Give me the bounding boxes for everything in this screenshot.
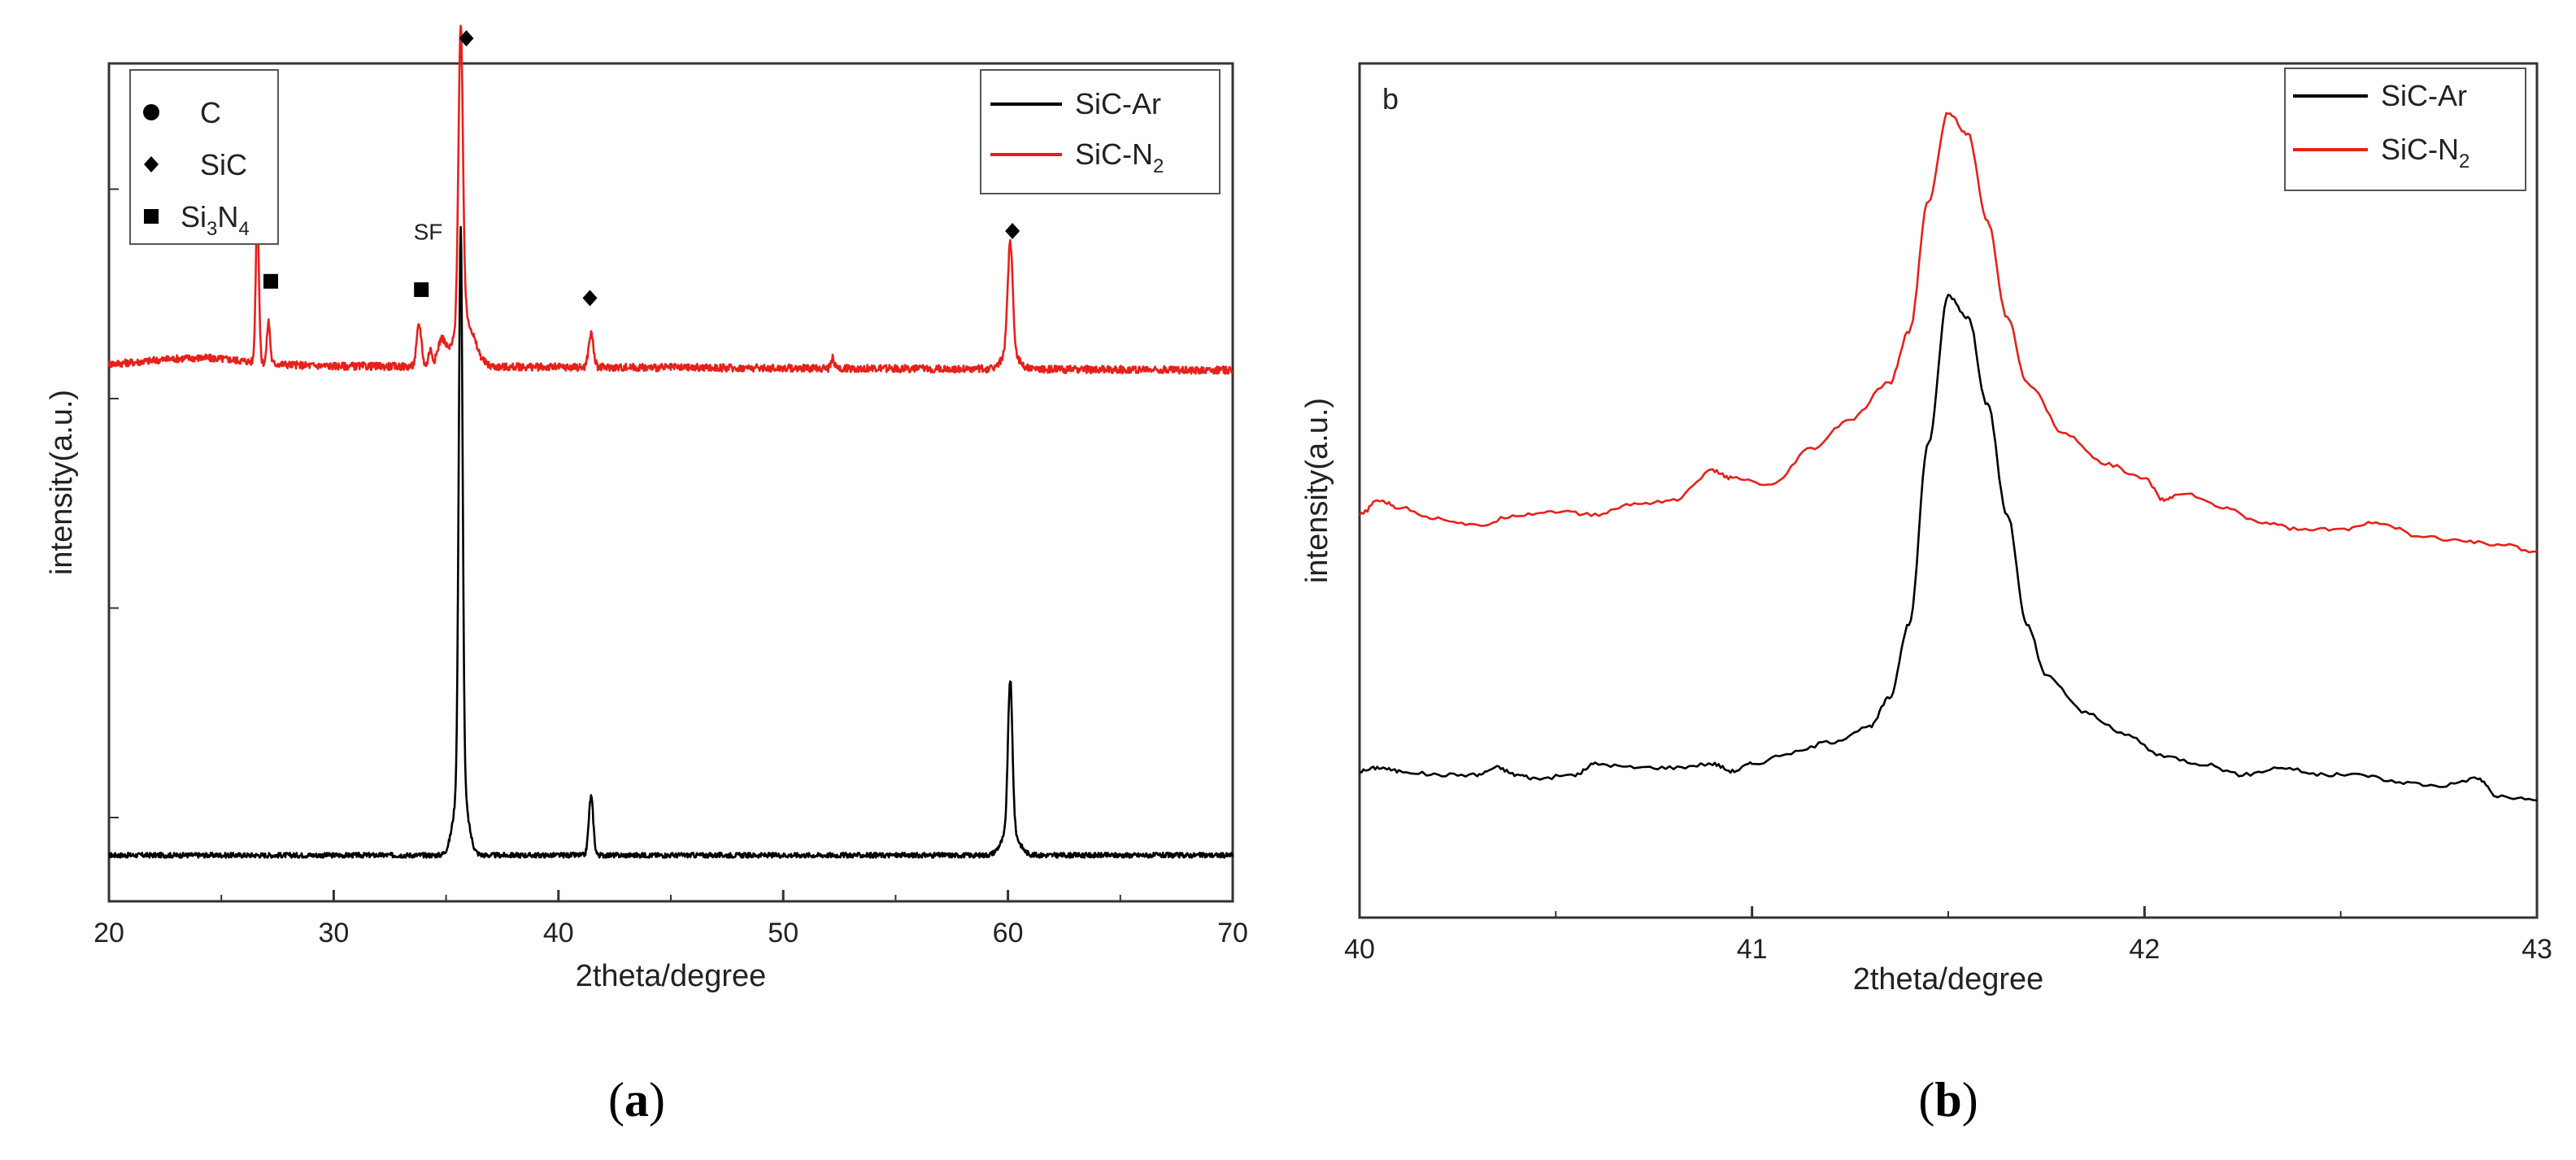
series-line-sic-n2: [107, 24, 1234, 375]
peak-marker-diamond-4: [582, 290, 598, 307]
b-series-line-sic-n2: [1359, 111, 2538, 554]
marker-legend-label-sic: SiC: [200, 148, 247, 181]
panel-a-series: [107, 24, 1234, 859]
legend-label-sic-ar: SiC-Ar: [1075, 87, 1161, 120]
series-legend-box-b: [2284, 68, 2526, 191]
panel-a-x-ticks: 20 30 40 50 60 70: [94, 890, 1248, 948]
panel-b-series: [1359, 111, 2538, 802]
b-x-tick-label-43: 43: [2522, 934, 2552, 965]
panel-b-x-axis-title: 2theta/degree: [1853, 962, 2044, 996]
marker-legend-label-c: C: [200, 96, 221, 129]
marker-legend-symbol-circle: [143, 104, 159, 120]
panel-b-y-axis-title: intensity(a.u.): [1300, 398, 1334, 583]
series-line-sic-ar: [108, 225, 1234, 859]
b-series-line-sic-ar: [1359, 294, 2538, 802]
x-tick-label-70: 70: [1217, 918, 1248, 948]
panel-b-xrd-zoom-chart: 40 41 42 43 b SiC-Ar SiC-N2 2theta/degree i…: [1300, 62, 2552, 1127]
b-x-tick-label-40: 40: [1344, 934, 1375, 965]
peak-marker-square-2: [414, 282, 429, 298]
panel-b-caption: (b): [1918, 1073, 1978, 1127]
panel-a-marker-legend: C SiC Si3N4: [129, 69, 279, 245]
panel-a-y-axis-title: intensity(a.u.): [45, 390, 79, 575]
x-tick-label-50: 50: [768, 918, 798, 948]
panel-a-y-ticks: [109, 188, 119, 818]
legend-b-label-sic-ar: SiC-Ar: [2381, 79, 2467, 112]
b-x-tick-label-41: 41: [1737, 934, 1768, 965]
peak-marker-diamond-5: [1005, 223, 1020, 239]
x-tick-label-60: 60: [993, 918, 1024, 948]
legend-label-sic-n2: SiC-N2: [1075, 137, 1164, 177]
panel-b-x-ticks: 40 41 42 43: [1344, 906, 2552, 965]
marker-legend-symbol-diamond: [144, 156, 159, 172]
annotation-label-sf: SF: [414, 219, 443, 244]
x-tick-label-30: 30: [318, 918, 349, 948]
series-legend-box: [980, 69, 1221, 194]
peak-marker-square-1: [263, 273, 279, 289]
peak-marker-diamond-3: [459, 30, 474, 47]
x-tick-label-20: 20: [94, 918, 124, 948]
b-x-tick-label-42: 42: [2129, 934, 2160, 965]
marker-legend-label-sin: Si3N4: [181, 200, 250, 240]
panel-b-plot-frame: [1358, 62, 2539, 919]
panel-b-label: b: [1382, 82, 1399, 116]
legend-b-label-sic-n2: SiC-N2: [2381, 133, 2469, 172]
panel-a-series-legend: SiC-Ar SiC-N2: [980, 69, 1221, 194]
panel-a-x-axis-title: 2theta/degree: [576, 959, 767, 993]
panel-b-series-legend: SiC-Ar SiC-N2: [2284, 68, 2526, 191]
panel-a-caption: (a): [608, 1073, 665, 1127]
marker-legend-symbol-square: [144, 209, 159, 224]
x-tick-label-40: 40: [543, 918, 574, 948]
